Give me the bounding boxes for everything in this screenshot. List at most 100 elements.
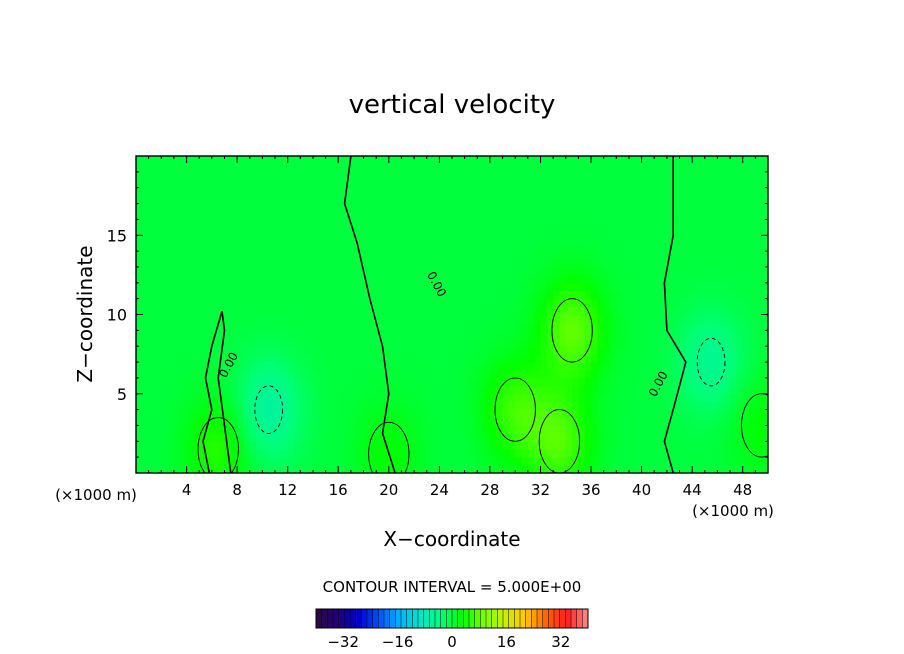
heatmap-cell bbox=[287, 330, 295, 339]
heatmap-cell bbox=[363, 251, 371, 260]
heatmap-cell bbox=[312, 235, 320, 244]
heatmap-cell bbox=[294, 362, 301, 371]
heatmap-cell bbox=[287, 282, 295, 292]
heatmap-cell bbox=[249, 227, 257, 236]
heatmap-cell bbox=[578, 393, 586, 403]
heatmap-cell bbox=[534, 433, 542, 442]
heatmap-cell bbox=[294, 187, 301, 197]
heatmap-cell bbox=[287, 306, 295, 316]
heatmap-cell bbox=[268, 156, 276, 165]
heatmap-cell bbox=[369, 417, 377, 427]
heatmap-cell bbox=[698, 203, 706, 213]
heatmap-cell bbox=[205, 195, 213, 205]
heatmap-cell bbox=[142, 385, 150, 395]
heatmap-cell bbox=[433, 274, 440, 284]
heatmap-cell bbox=[281, 401, 289, 411]
heatmap-cell bbox=[167, 163, 175, 173]
heatmap-cell bbox=[597, 314, 605, 324]
heatmap-cell bbox=[199, 235, 207, 244]
heatmap-cell bbox=[433, 433, 440, 442]
heatmap-cell bbox=[597, 274, 605, 284]
heatmap-cell bbox=[439, 457, 447, 466]
contour-zero bbox=[343, 156, 396, 473]
heatmap-cell bbox=[666, 251, 674, 260]
heatmap-cell bbox=[211, 163, 219, 173]
heatmap-cell bbox=[534, 274, 542, 284]
contour-zero bbox=[663, 156, 687, 473]
heatmap-cell bbox=[350, 330, 358, 339]
heatmap-cell bbox=[395, 338, 403, 347]
heatmap-cell bbox=[679, 195, 687, 205]
heatmap-cell bbox=[331, 306, 339, 316]
heatmap-cell bbox=[388, 385, 396, 395]
heatmap-cell bbox=[717, 425, 725, 434]
heatmap-cell bbox=[338, 314, 346, 324]
heatmap-cell bbox=[357, 322, 365, 331]
heatmap-cell bbox=[287, 195, 295, 205]
heatmap-cell bbox=[622, 219, 630, 228]
heatmap-cell bbox=[496, 274, 504, 284]
heatmap-cell bbox=[287, 274, 295, 284]
heatmap-cell bbox=[319, 195, 327, 205]
heatmap-cell bbox=[452, 393, 459, 403]
heatmap-cell bbox=[521, 274, 529, 284]
heatmap-cell bbox=[401, 227, 409, 236]
heatmap-cell bbox=[357, 362, 365, 371]
heatmap-cell bbox=[527, 433, 535, 442]
heatmap-cell bbox=[521, 171, 529, 181]
heatmap-cell bbox=[249, 219, 257, 228]
heatmap-cell bbox=[647, 274, 655, 284]
heatmap-cell bbox=[344, 227, 352, 236]
heatmap-cell bbox=[211, 171, 219, 181]
heatmap-cell bbox=[407, 346, 415, 355]
heatmap-cell bbox=[167, 306, 175, 316]
heatmap-cell bbox=[306, 433, 314, 442]
heatmap-cell bbox=[679, 266, 687, 276]
heatmap-cell bbox=[281, 227, 289, 236]
heatmap-cell bbox=[173, 362, 181, 371]
heatmap-cell bbox=[572, 465, 579, 473]
heatmap-cell bbox=[660, 251, 668, 260]
heatmap-cell bbox=[610, 377, 617, 387]
heatmap-cell bbox=[452, 187, 459, 197]
heatmap-cell bbox=[237, 171, 245, 181]
heatmap-cell bbox=[268, 211, 276, 220]
heatmap-cell bbox=[685, 465, 693, 473]
heatmap-cell bbox=[382, 259, 390, 268]
heatmap-cell bbox=[540, 433, 548, 442]
heatmap-cell bbox=[654, 163, 662, 173]
heatmap-cell bbox=[597, 243, 605, 252]
heatmap-cell bbox=[306, 425, 314, 434]
heatmap-cell bbox=[230, 417, 238, 427]
heatmap-cell bbox=[635, 203, 643, 213]
heatmap-cell bbox=[610, 306, 617, 316]
heatmap-cell bbox=[692, 354, 700, 363]
heatmap-cell bbox=[711, 377, 719, 387]
heatmap-cell bbox=[736, 393, 744, 403]
heatmap-cell bbox=[578, 251, 586, 260]
heatmap-cell bbox=[622, 251, 630, 260]
heatmap-cell bbox=[136, 203, 143, 213]
heatmap-cell bbox=[635, 417, 643, 427]
heatmap-cell bbox=[338, 338, 346, 347]
heatmap-cell bbox=[439, 322, 447, 331]
heatmap-cell bbox=[401, 409, 409, 419]
heatmap-cell bbox=[515, 314, 523, 324]
heatmap-cell bbox=[344, 251, 352, 260]
heatmap-cell bbox=[256, 457, 263, 466]
heatmap-cell bbox=[180, 449, 188, 458]
heatmap-cell bbox=[433, 282, 440, 292]
heatmap-cell bbox=[211, 306, 219, 316]
heatmap-cell bbox=[382, 457, 390, 466]
heatmap-cell bbox=[458, 314, 466, 324]
heatmap-cell bbox=[673, 465, 681, 473]
heatmap-cell bbox=[717, 457, 725, 466]
heatmap-cell bbox=[622, 346, 630, 355]
heatmap-cell bbox=[458, 266, 466, 276]
heatmap-cell bbox=[142, 457, 150, 466]
heatmap-cell bbox=[508, 393, 516, 403]
contour-positive bbox=[551, 298, 593, 363]
heatmap-cell bbox=[685, 266, 693, 276]
heatmap-cell bbox=[489, 259, 497, 268]
heatmap-cell bbox=[369, 251, 377, 260]
